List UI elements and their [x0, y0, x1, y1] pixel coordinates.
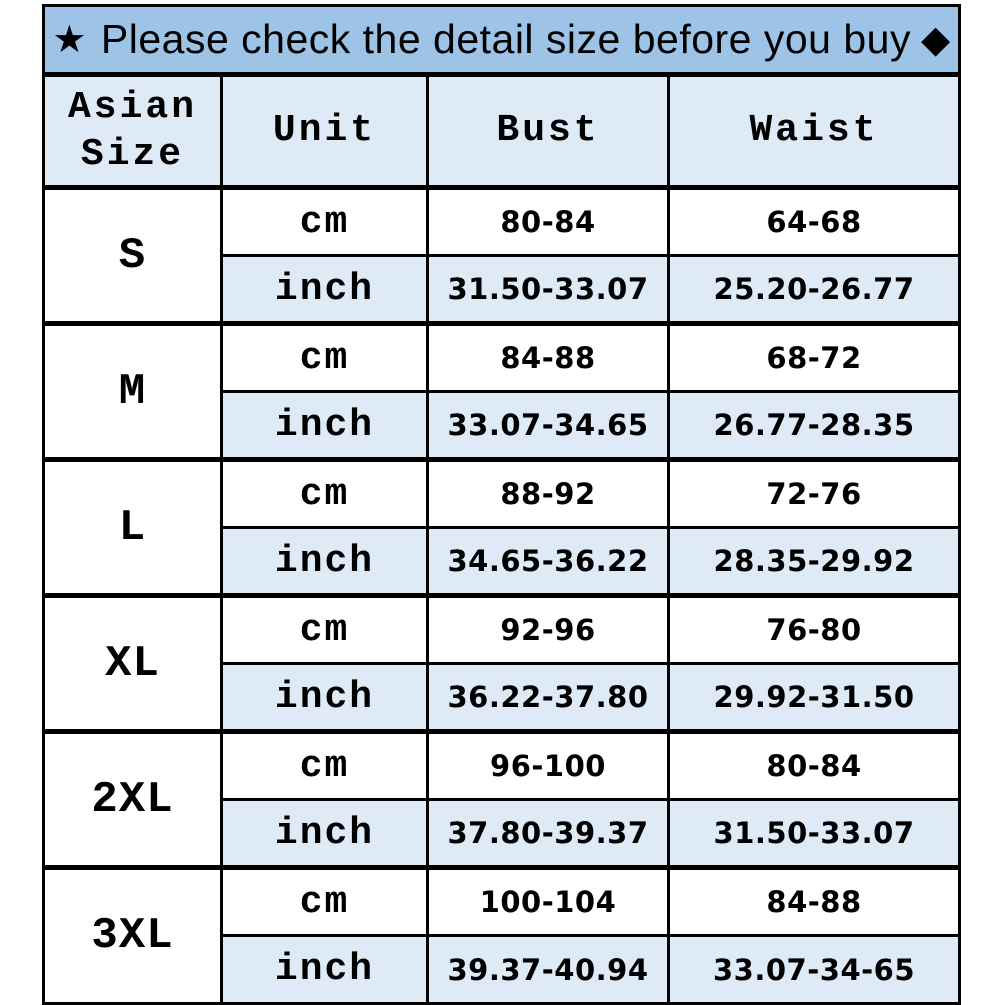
table-row: inch 34.65-36.22 28.35-29.92	[44, 526, 962, 597]
bust-cm-value: 88-92	[426, 457, 670, 529]
header-row: Asian Size Unit Bust Waist	[42, 73, 962, 190]
bust-cm-value: 92-96	[426, 593, 670, 665]
table-row: S cm 80-84 64-68	[42, 185, 962, 325]
unit-cm-label: cm	[220, 185, 429, 257]
bust-cm-value: 100-104	[426, 865, 670, 937]
table-row: 3XL cm 100-104 84-88	[42, 865, 962, 1005]
column-header-bust: Bust	[426, 73, 670, 190]
bust-inch-value: 31.50-33.07	[426, 254, 670, 325]
waist-inch-value: 25.20-26.77	[666, 254, 962, 325]
waist-cm-value: 80-84	[666, 729, 962, 801]
size-label-2xl: 2XL	[42, 729, 223, 869]
size-chart-table: ★ Please check the detail size before you…	[41, 4, 962, 1005]
waist-inch-value: 29.92-31.50	[666, 662, 962, 733]
size-label-s: S	[42, 185, 223, 325]
star-icon: ★	[52, 17, 87, 61]
bust-inch-value: 36.22-37.80	[426, 662, 670, 733]
unit-cm-label: cm	[220, 865, 429, 937]
table-row: 2XL cm 96-100 80-84	[42, 729, 962, 869]
waist-inch-value: 31.50-33.07	[666, 798, 962, 869]
banner-row: ★ Please check the detail size before you…	[41, 4, 962, 77]
size-label-xl: XL	[42, 593, 223, 733]
unit-cm-label: cm	[220, 593, 429, 665]
waist-cm-value: 76-80	[666, 593, 962, 665]
bust-cm-value: 96-100	[426, 729, 670, 801]
table-row: inch 36.22-37.80 29.92-31.50	[44, 662, 962, 733]
column-header-asian-size: Asian Size	[42, 73, 223, 190]
waist-cm-value: 72-76	[666, 457, 962, 529]
column-header-unit: Unit	[220, 73, 429, 190]
unit-inch-label: inch	[220, 254, 429, 325]
waist-inch-value: 33.07-34-65	[666, 934, 962, 1005]
waist-cm-value: 84-88	[666, 865, 962, 937]
unit-inch-label: inch	[220, 526, 429, 597]
unit-inch-label: inch	[220, 934, 429, 1005]
table-row: L cm 88-92 72-76	[42, 457, 962, 597]
table-row: inch 31.50-33.07 25.20-26.77	[44, 254, 962, 325]
table-row: M cm 84-88 68-72	[42, 321, 962, 461]
banner-text: Please check the detail size before you …	[100, 16, 911, 62]
unit-inch-label: inch	[220, 662, 429, 733]
unit-cm-label: cm	[220, 729, 429, 801]
unit-inch-label: inch	[220, 798, 429, 869]
bust-inch-value: 34.65-36.22	[426, 526, 670, 597]
bust-inch-value: 37.80-39.37	[426, 798, 670, 869]
table-row: inch 37.80-39.37 31.50-33.07	[44, 798, 962, 869]
unit-cm-label: cm	[220, 321, 429, 393]
banner: ★ Please check the detail size before you…	[41, 4, 962, 77]
waist-cm-value: 68-72	[666, 321, 962, 393]
size-label-l: L	[42, 457, 223, 597]
size-label-m: M	[42, 321, 223, 461]
bust-cm-value: 84-88	[426, 321, 670, 393]
bust-cm-value: 80-84	[426, 185, 670, 257]
waist-inch-value: 28.35-29.92	[666, 526, 962, 597]
table-row: inch 33.07-34.65 26.77-28.35	[44, 390, 962, 461]
size-label-3xl: 3XL	[42, 865, 223, 1005]
size-chart: ★ Please check the detail size before you…	[41, 4, 962, 1005]
unit-cm-label: cm	[220, 457, 429, 529]
unit-inch-label: inch	[220, 390, 429, 461]
column-header-waist: Waist	[666, 73, 962, 190]
table-row: XL cm 92-96 76-80	[42, 593, 962, 733]
waist-inch-value: 26.77-28.35	[666, 390, 962, 461]
bust-inch-value: 33.07-34.65	[426, 390, 670, 461]
diamond-icon: ◆	[920, 17, 951, 61]
waist-cm-value: 64-68	[666, 185, 962, 257]
bust-inch-value: 39.37-40.94	[426, 934, 670, 1005]
